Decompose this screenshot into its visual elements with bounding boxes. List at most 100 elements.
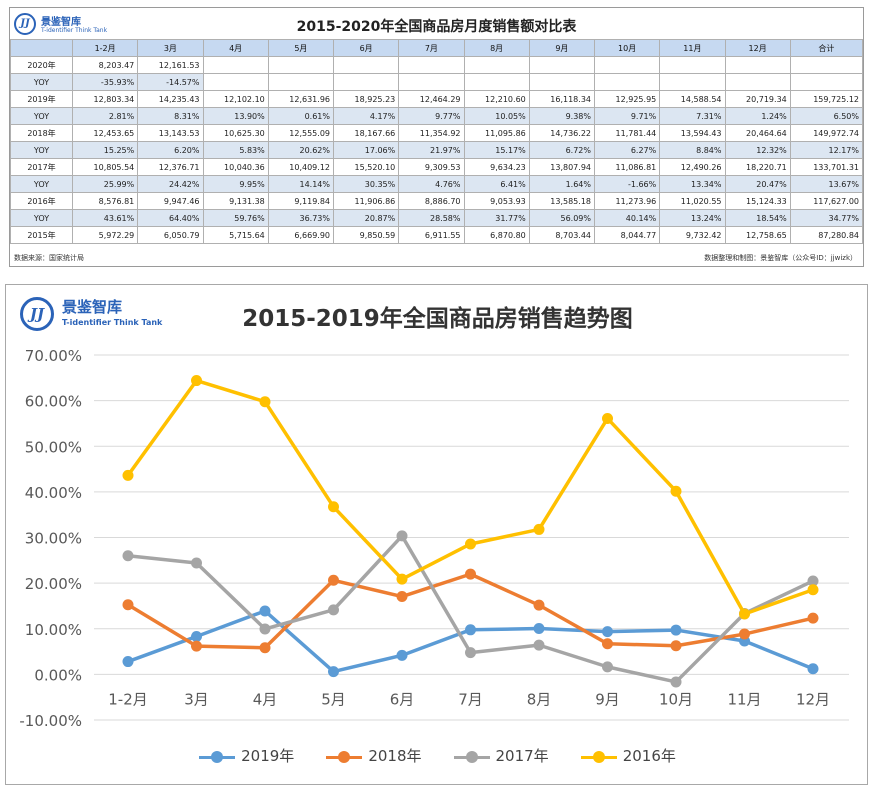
value-cell: 13.67% (789, 175, 864, 193)
value-cell: 11,086.81 (593, 158, 661, 176)
x-tick-label: 6月 (390, 690, 415, 708)
data-point (533, 623, 545, 635)
value-cell: 7.31% (659, 107, 726, 125)
y-tick-label: 70.00% (25, 347, 82, 365)
data-point (670, 624, 682, 636)
value-cell: 12.17% (789, 141, 864, 159)
row-label-cell: YOY (10, 209, 73, 227)
legend-marker-icon (199, 750, 236, 763)
value-cell: 0.61% (267, 107, 335, 125)
row-label-cell: 2020年 (10, 56, 73, 74)
value-cell: 1.64% (528, 175, 596, 193)
column-header: 8月 (463, 39, 530, 57)
logo-name-cn: 景鉴智库 (41, 17, 81, 28)
value-cell: 12,758.65 (724, 226, 791, 244)
value-cell: 133,701.31 (789, 158, 864, 176)
row-label-cell: YOY (10, 73, 73, 91)
year-row: 2018年 12,453.65 13,143.53 10,625.30 12,555.0… (10, 124, 864, 142)
year-row: 2015年 5,972.29 6,050.79 5,715.64 6,669.90 9,8… (10, 226, 864, 244)
data-point (122, 599, 134, 611)
y-tick-label: -10.00% (19, 712, 82, 730)
x-tick-label: 10月 (659, 690, 693, 708)
value-cell: 12,464.29 (398, 90, 465, 108)
column-header: 11月 (659, 39, 726, 57)
legend-marker-icon (326, 750, 363, 763)
value-cell: 8,203.47 (71, 56, 139, 74)
data-point (396, 573, 408, 585)
x-tick-label: 4月 (253, 690, 278, 708)
value-cell: 25.99% (71, 175, 139, 193)
value-cell: 9.77% (398, 107, 465, 125)
y-tick-label: 50.00% (25, 438, 82, 456)
value-cell: 15.25% (71, 141, 139, 159)
x-axis-ticks: 1-2月 3月 4月 5月 6月 7月 8月 9月 10月 11月 12月 (108, 690, 830, 708)
logo-mark-icon: JJ (14, 13, 36, 35)
value-cell (724, 56, 791, 74)
data-point (465, 538, 476, 550)
y-tick-label: 10.00% (25, 621, 82, 639)
value-cell: 4.17% (332, 107, 400, 125)
value-cell: 87,280.84 (789, 226, 864, 244)
value-cell: -1.66% (593, 175, 661, 193)
value-cell (789, 73, 864, 91)
value-cell: 9,850.59 (332, 226, 400, 244)
value-cell: 12,161.53 (137, 56, 204, 74)
value-cell: 10,409.12 (267, 158, 335, 176)
value-cell: 16,118.34 (528, 90, 596, 108)
data-point (191, 557, 202, 569)
logo-mark-icon: JJ (20, 297, 54, 331)
value-cell: 12,102.10 (202, 90, 269, 108)
x-tick-label: 8月 (527, 690, 552, 708)
y-tick-label: 0.00% (34, 666, 82, 684)
data-point (191, 640, 202, 652)
data-point (465, 624, 476, 636)
value-cell: 12.32% (724, 141, 791, 159)
row-label-cell: 2015年 (10, 226, 73, 244)
value-cell: 9,309.53 (398, 158, 465, 176)
value-cell (202, 73, 269, 91)
value-cell (593, 56, 661, 74)
think-tank-logo-large: JJ 景鉴智库 T-identifier Think Tank (20, 295, 200, 331)
value-cell: 8,886.70 (398, 192, 465, 210)
value-cell: 15,124.33 (724, 192, 791, 210)
value-cell (463, 73, 530, 91)
value-cell: 12,490.26 (659, 158, 726, 176)
logo-name-en: T-identifier Think Tank (41, 27, 108, 34)
x-tick-label: 12月 (796, 690, 830, 708)
row-label-cell: 2016年 (10, 192, 73, 210)
value-cell: 11,095.86 (463, 124, 530, 142)
row-label-cell: 2019年 (10, 90, 73, 108)
column-header: 1-2月 (71, 39, 139, 57)
data-point (602, 412, 613, 424)
legend-item: 2016年 (580, 745, 676, 766)
legend-item: 2018年 (326, 745, 422, 766)
data-point (396, 530, 408, 542)
data-point (328, 574, 339, 586)
year-row: 2019年 12,803.34 14,235.43 12,102.10 12,631.9… (10, 90, 864, 108)
value-cell: 20,464.64 (724, 124, 791, 142)
value-cell: 6.72% (528, 141, 596, 159)
y-tick-label: 40.00% (25, 484, 82, 502)
value-cell: 10,625.30 (202, 124, 269, 142)
value-cell: 18,167.66 (332, 124, 400, 142)
value-cell: 12,453.65 (71, 124, 139, 142)
value-cell: 30.35% (332, 175, 400, 193)
data-point (396, 591, 408, 603)
legend-item: 2019年 (199, 745, 294, 766)
series-lines (122, 375, 819, 688)
column-header: 6月 (332, 39, 400, 57)
yoy-row: YOY 15.25% 6.20% 5.83% 20.62% 17.06% 21.97% 15.… (10, 141, 864, 159)
value-cell: 64.40% (137, 209, 204, 227)
value-cell: 43.61% (71, 209, 139, 227)
data-point (533, 523, 545, 535)
data-point (602, 638, 613, 650)
value-cell: 159,725.12 (789, 90, 864, 108)
value-cell: 24.42% (137, 175, 204, 193)
value-cell: 14,588.54 (659, 90, 726, 108)
trend-chart: -10.00% 0.00% 10.00% 20.00% 30.00% 40.00% 50.0… (19, 347, 849, 730)
data-point (122, 550, 134, 562)
legend-item: 2017年 (453, 745, 549, 766)
column-header: 合计 (789, 39, 864, 57)
value-cell (267, 73, 335, 91)
value-cell: 20.47% (724, 175, 791, 193)
